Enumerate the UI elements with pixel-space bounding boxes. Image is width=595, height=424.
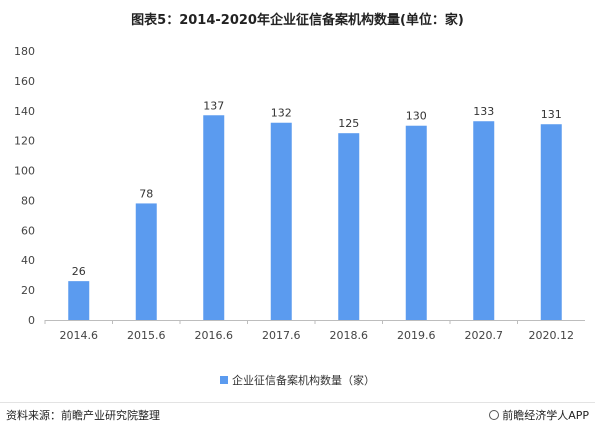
bar bbox=[540, 124, 562, 320]
data-label: 130 bbox=[406, 110, 427, 123]
bar bbox=[405, 125, 427, 320]
data-label: 132 bbox=[271, 107, 292, 120]
y-tick-label: 60 bbox=[21, 224, 35, 237]
bar bbox=[68, 281, 90, 320]
legend-label: 企业征信备案机构数量（家） bbox=[232, 374, 375, 387]
y-tick-label: 140 bbox=[14, 105, 35, 118]
legend: 企业征信备案机构数量（家） bbox=[0, 372, 595, 388]
x-tick-label: 2015.6 bbox=[127, 329, 166, 342]
brand-label: 前瞻经济学人APP bbox=[502, 409, 589, 422]
bar bbox=[203, 115, 225, 320]
bars: 26 78 137 132 125 130 133 131 bbox=[68, 99, 562, 320]
y-tick-label: 100 bbox=[14, 165, 35, 178]
data-label: 125 bbox=[338, 117, 359, 130]
y-tick-label: 180 bbox=[14, 45, 35, 58]
data-label: 78 bbox=[139, 187, 153, 200]
x-axis: 2014.6 2015.6 2016.6 2017.6 2018.6 2019.6 2020… bbox=[44, 320, 585, 342]
x-tick-label: 2014.6 bbox=[60, 329, 99, 342]
bar bbox=[338, 133, 360, 320]
chart-title: 图表5：2014-2020年企业征信备案机构数量(单位：家) bbox=[131, 13, 464, 28]
x-tick-label: 2018.6 bbox=[330, 329, 369, 342]
source-note: 资料来源：前瞻产业研究院整理 bbox=[6, 409, 160, 422]
y-tick-label: 120 bbox=[14, 135, 35, 148]
x-tick-label: 2016.6 bbox=[195, 329, 234, 342]
footer: 资料来源：前瞻产业研究院整理 前瞻经济学人APP bbox=[0, 402, 595, 424]
y-tick-label: 160 bbox=[14, 75, 35, 88]
data-label: 133 bbox=[473, 105, 494, 118]
x-tick-label: 2020.7 bbox=[465, 329, 504, 342]
y-axis: 0 20 40 60 80 100 120 140 160 180 bbox=[14, 45, 35, 327]
bar-chart: 0 20 40 60 80 100 120 140 160 180 26 78 137 132 125 13… bbox=[14, 45, 585, 342]
data-label: 137 bbox=[203, 99, 224, 112]
y-tick-label: 80 bbox=[21, 194, 35, 207]
brand-logo-icon bbox=[489, 410, 500, 420]
y-tick-label: 0 bbox=[28, 314, 35, 327]
y-tick-label: 40 bbox=[21, 254, 35, 267]
legend-swatch bbox=[220, 376, 228, 384]
data-label: 26 bbox=[72, 265, 86, 278]
brand: 前瞻经济学人APP bbox=[489, 407, 589, 423]
bar bbox=[473, 121, 495, 320]
y-tick-label: 20 bbox=[21, 284, 35, 297]
x-tick-label: 2019.6 bbox=[397, 329, 436, 342]
x-tick-label: 2017.6 bbox=[262, 329, 301, 342]
data-label: 131 bbox=[541, 108, 562, 121]
x-tick-label: 2020.12 bbox=[529, 329, 575, 342]
bar bbox=[135, 203, 157, 320]
bar bbox=[270, 122, 292, 320]
